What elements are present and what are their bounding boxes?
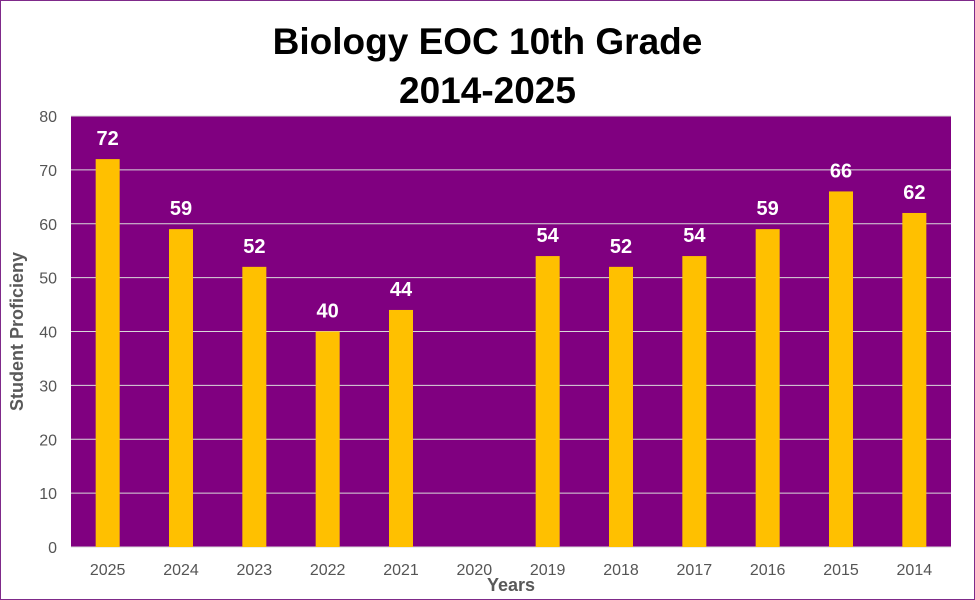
bar-2015 <box>829 191 853 548</box>
chart-title: Biology EOC 10th Grade <box>272 21 703 62</box>
bar-2025 <box>95 159 120 547</box>
y-tick-label: 10 <box>39 486 57 503</box>
x-axis-title: Years <box>487 575 535 595</box>
x-tick-label: 2018 <box>603 562 639 579</box>
y-tick-label: 80 <box>39 109 57 126</box>
bar-2023 <box>242 266 267 547</box>
x-tick-label: 2017 <box>677 562 713 579</box>
bar-2022 <box>315 331 340 547</box>
y-tick-label: 70 <box>39 163 57 180</box>
data-label-2019: 54 <box>537 225 560 247</box>
y-tick-label: 30 <box>39 378 57 395</box>
x-tick-label: 2016 <box>750 562 786 579</box>
gridlines <box>71 115 951 548</box>
x-axis-ticks: 2025 2024 2023 2022 2021 2020 2019 2018 2017 2016… <box>90 562 932 579</box>
y-axis-title: Student Proficieny <box>7 252 27 411</box>
bar-2014 <box>902 212 927 547</box>
data-label-2015: 66 <box>830 160 852 182</box>
y-tick-label: 50 <box>39 271 57 288</box>
x-tick-label: 2015 <box>823 562 859 579</box>
data-label-2021: 44 <box>390 279 413 301</box>
data-label-2025: 72 <box>97 128 119 150</box>
x-tick-label: 2019 <box>530 562 566 579</box>
data-label-2023: 52 <box>243 236 265 258</box>
bars <box>95 159 927 548</box>
x-tick-label: 2023 <box>237 562 273 579</box>
bar-2018 <box>609 266 633 547</box>
y-axis-ticks: 0 10 20 30 40 50 60 70 80 <box>39 109 57 557</box>
x-tick-label: 2014 <box>897 562 933 579</box>
bar-2021 <box>389 309 413 547</box>
y-tick-label: 20 <box>39 432 57 449</box>
data-label-2014: 62 <box>903 182 925 204</box>
y-tick-label: 40 <box>39 325 57 342</box>
bar-2017 <box>682 256 707 547</box>
y-tick-label: 0 <box>48 540 57 557</box>
data-labels: 72 59 52 40 44 54 52 54 59 66 62 <box>97 128 926 322</box>
x-tick-label: 2020 <box>457 562 493 579</box>
x-tick-label: 2025 <box>90 562 126 579</box>
chart-subtitle: 2014-2025 <box>399 70 576 111</box>
bar-2024 <box>169 229 193 547</box>
x-tick-label: 2024 <box>163 562 199 579</box>
data-label-2024: 59 <box>170 198 192 220</box>
x-tick-label: 2022 <box>310 562 346 579</box>
data-label-2016: 59 <box>757 198 779 220</box>
y-tick-label: 60 <box>39 217 57 234</box>
data-label-2017: 54 <box>683 225 706 247</box>
bar-2016 <box>755 229 780 547</box>
x-tick-label: 2021 <box>383 562 419 579</box>
data-label-2022: 40 <box>317 301 339 323</box>
bar-2019 <box>535 256 560 547</box>
data-label-2018: 52 <box>610 236 632 258</box>
